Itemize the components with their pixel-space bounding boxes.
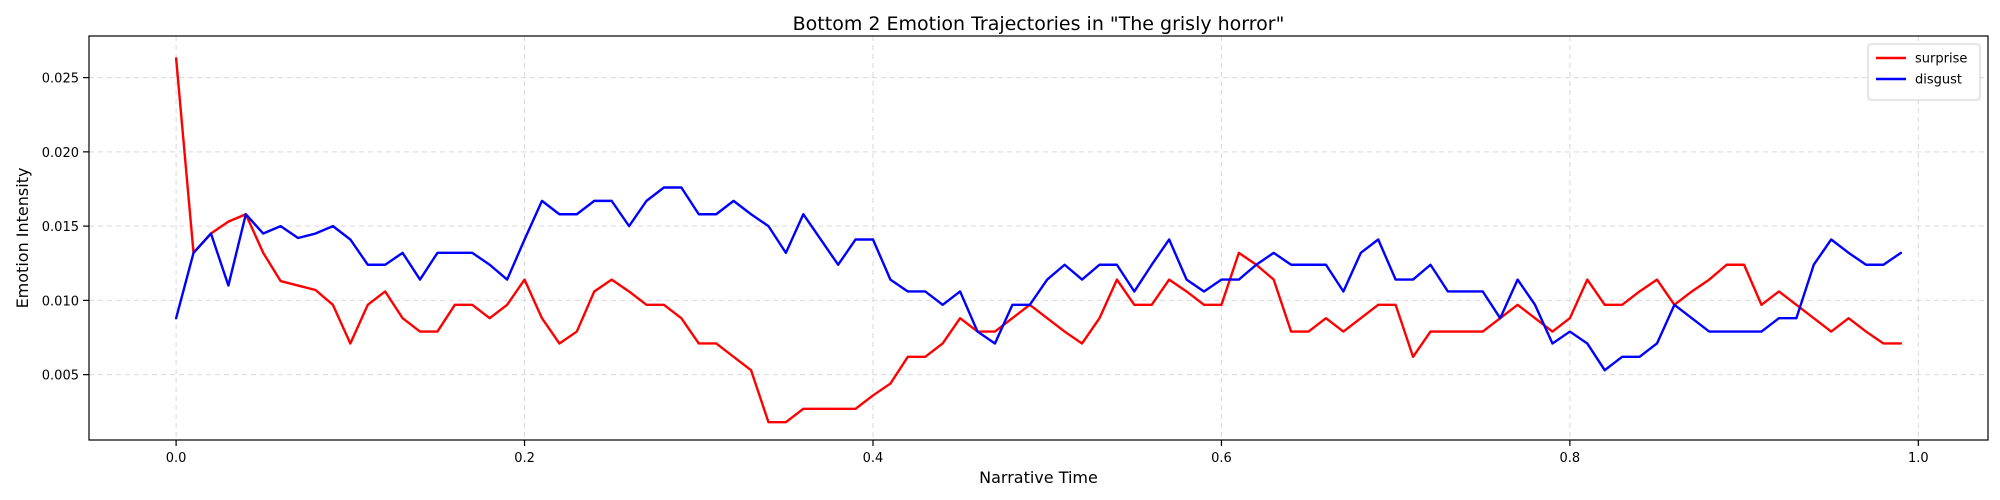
y-axis: 0.005 0.010 0.015 0.020 0.025 xyxy=(42,72,89,384)
y-tick-label: 0.005 xyxy=(42,369,79,384)
x-axis-label: Narrative Time xyxy=(979,468,1098,487)
grid xyxy=(89,36,1988,440)
x-tick-label: 0.8 xyxy=(1560,451,1581,466)
chart-title: Bottom 2 Emotion Trajectories in "The gr… xyxy=(793,13,1285,35)
legend-label-surprise: surprise xyxy=(1915,52,1967,67)
legend: surprise disgust xyxy=(1867,43,1981,101)
y-axis-label: Emotion Intensity xyxy=(13,168,32,309)
series-line-disgust xyxy=(174,186,1903,372)
y-tick-label: 0.015 xyxy=(42,220,79,235)
x-tick-label: 0.2 xyxy=(514,451,535,466)
x-tick-label: 1.0 xyxy=(1908,451,1929,466)
legend-label-disgust: disgust xyxy=(1915,73,1962,88)
y-tick-label: 0.010 xyxy=(42,294,79,309)
x-tick-label: 0.4 xyxy=(863,451,884,466)
x-axis: 0.0 0.2 0.4 0.6 0.8 1.0 xyxy=(166,440,1929,466)
y-tick-label: 0.025 xyxy=(42,72,79,87)
x-tick-label: 0.0 xyxy=(166,451,187,466)
plot-frame xyxy=(88,35,1989,441)
y-tick-label: 0.020 xyxy=(42,146,79,161)
series-lines xyxy=(174,57,1903,424)
series-line-surprise xyxy=(174,57,1903,424)
x-tick-label: 0.6 xyxy=(1211,451,1232,466)
